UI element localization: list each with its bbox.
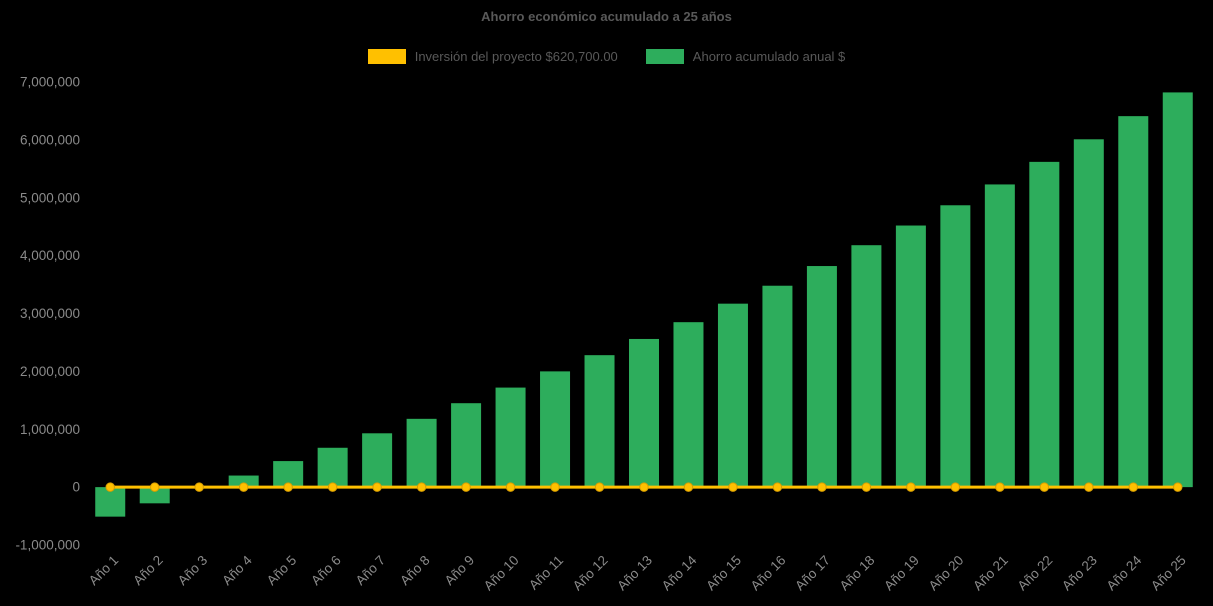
savings-bar <box>1073 139 1104 488</box>
x-tick-label: Año 9 <box>442 553 478 589</box>
x-tick-label: Año 13 <box>614 553 655 594</box>
y-tick-label: 2,000,000 <box>20 364 80 379</box>
x-tick-label: Año 8 <box>397 553 433 589</box>
investment-line-marker <box>105 482 115 492</box>
x-tick-label: Año 24 <box>1104 552 1145 593</box>
x-tick-label: Año 2 <box>130 553 166 589</box>
legend-item-investment-label: Inversión del proyecto $620,700.00 <box>414 49 618 64</box>
investment-line-marker <box>194 482 204 492</box>
savings-bar <box>806 266 837 488</box>
savings-bar <box>673 322 704 488</box>
x-tick-label: Año 17 <box>792 553 833 594</box>
x-tick-label: Año 3 <box>175 553 211 589</box>
investment-line-marker <box>550 482 560 492</box>
investment-legend-swatch <box>367 49 406 64</box>
investment-line-marker <box>728 482 738 492</box>
y-tick-label: 5,000,000 <box>20 190 80 205</box>
investment-line-marker <box>416 482 427 492</box>
investment-line-marker <box>283 482 293 492</box>
investment-line-marker <box>772 482 783 492</box>
investment-line-marker <box>1128 482 1138 492</box>
y-tick-label: 1,000,000 <box>20 422 80 437</box>
x-tick-label: Año 10 <box>481 553 522 594</box>
investment-line-marker <box>1084 482 1094 492</box>
investment-line-marker <box>238 482 249 492</box>
investment-line-marker <box>995 482 1005 492</box>
investment-line-marker <box>150 482 160 492</box>
savings-bar <box>1029 161 1060 488</box>
savings-bar <box>584 355 615 488</box>
investment-line-marker <box>639 482 649 492</box>
legend-item-savings: Ahorro acumulado anual $ <box>645 49 846 64</box>
savings-bar <box>1162 92 1193 488</box>
y-tick-label: 3,000,000 <box>20 306 80 321</box>
investment-line-marker <box>372 482 382 492</box>
x-tick-label: Año 1 <box>86 553 122 589</box>
x-tick-label: Año 7 <box>353 553 389 589</box>
investment-line-marker <box>1173 482 1183 492</box>
savings-legend-swatch <box>645 49 684 64</box>
investment-line-marker <box>950 482 961 492</box>
savings-bar <box>940 205 971 488</box>
investment-line-marker <box>505 482 516 492</box>
savings-bar <box>451 403 482 488</box>
savings-bar <box>317 447 348 488</box>
x-tick-label: Año 22 <box>1015 553 1056 594</box>
x-tick-label: Año 11 <box>526 553 566 593</box>
x-tick-label: Año 16 <box>748 553 789 594</box>
savings-bar <box>851 245 882 488</box>
investment-line-marker <box>683 482 694 492</box>
savings-bar <box>762 285 793 488</box>
x-tick-label: Año 19 <box>881 553 922 594</box>
x-tick-label: Año 15 <box>703 553 744 594</box>
savings-bar <box>629 338 659 488</box>
savings-bar <box>895 225 926 488</box>
savings-bar <box>540 371 571 488</box>
savings-bar <box>717 303 748 488</box>
savings-bar <box>362 433 393 488</box>
y-tick-label: -1,000,000 <box>15 538 80 553</box>
x-tick-label: Año 23 <box>1059 553 1100 594</box>
savings-bar <box>984 184 1015 488</box>
chart-legend: Inversión del proyecto $620,700.00 Ahorr… <box>0 49 1213 64</box>
investment-line-marker <box>1039 482 1050 492</box>
x-tick-label: Año 20 <box>926 553 967 594</box>
savings-bar <box>228 475 259 488</box>
savings-bar <box>95 487 126 517</box>
savings-bar <box>406 418 437 488</box>
chart-title: Ahorro económico acumulado a 25 años <box>481 9 732 24</box>
x-tick-label: Año 25 <box>1148 553 1189 594</box>
legend-item-savings-label: Ahorro acumulado anual $ <box>692 49 846 64</box>
x-tick-label: Año 12 <box>570 553 611 594</box>
x-tick-label: Año 18 <box>837 553 878 594</box>
legend-item-investment: Inversión del proyecto $620,700.00 <box>367 49 618 64</box>
y-tick-label: 0 <box>72 480 80 495</box>
x-tick-label: Año 21 <box>970 553 1011 594</box>
x-tick-label: Año 14 <box>659 552 700 593</box>
investment-line-marker <box>906 482 916 492</box>
investment-line-marker <box>861 482 872 492</box>
investment-line-marker <box>327 482 338 492</box>
x-tick-label: Año 5 <box>264 553 300 589</box>
savings-bar <box>495 387 526 488</box>
y-tick-label: 4,000,000 <box>20 248 80 263</box>
x-tick-label: Año 4 <box>219 552 255 588</box>
savings-bar <box>1118 116 1149 488</box>
y-tick-label: 6,000,000 <box>20 132 80 147</box>
savings-bar <box>139 487 170 504</box>
investment-line-marker <box>594 482 605 492</box>
investment-line-marker <box>461 482 471 492</box>
investment-line-marker <box>817 482 827 492</box>
x-tick-label: Año 6 <box>308 553 344 589</box>
y-tick-label: 7,000,000 <box>20 75 80 90</box>
